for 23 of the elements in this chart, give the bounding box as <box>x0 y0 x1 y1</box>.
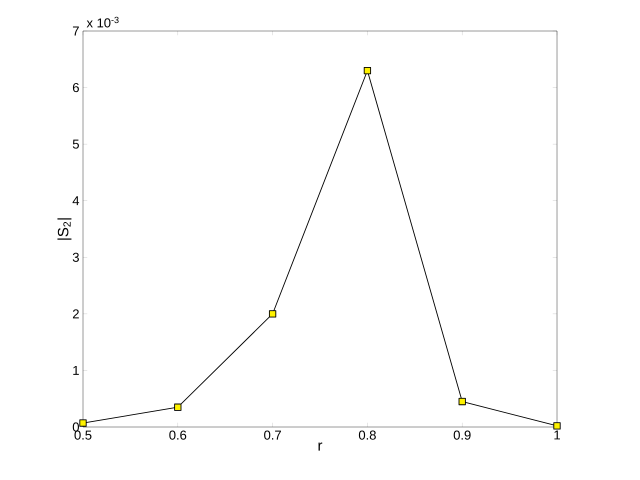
x-tick-label: 0.8 <box>358 430 376 440</box>
x-tick-label: 0.7 <box>264 430 281 440</box>
x-tick-label: 1 <box>554 430 560 440</box>
y-tick-label: 6 <box>72 82 79 92</box>
x-axis-title: r <box>318 442 322 451</box>
y-tick-label: 2 <box>72 309 79 318</box>
point <box>364 66 372 74</box>
point <box>79 419 87 427</box>
point <box>174 404 182 411</box>
x-tick-label: 0.6 <box>169 430 186 440</box>
y-tick-label: 0 <box>72 422 79 432</box>
y-tick-label: 3 <box>72 252 79 262</box>
text: x 10$^{-3}$ <box>86 16 119 28</box>
y-axis-title: |S$_{2}$| <box>57 218 72 240</box>
y-tick-label: 1 <box>73 366 79 375</box>
point <box>458 398 466 406</box>
point <box>553 422 561 430</box>
x-tick-label: 0.5 <box>74 430 92 440</box>
point <box>268 310 276 318</box>
y-tick-label: 7 <box>72 26 79 36</box>
y-tick-label: 4 <box>72 196 80 206</box>
y-tick-label: 5 <box>72 140 79 149</box>
x-tick-label: 0.9 <box>454 430 471 440</box>
